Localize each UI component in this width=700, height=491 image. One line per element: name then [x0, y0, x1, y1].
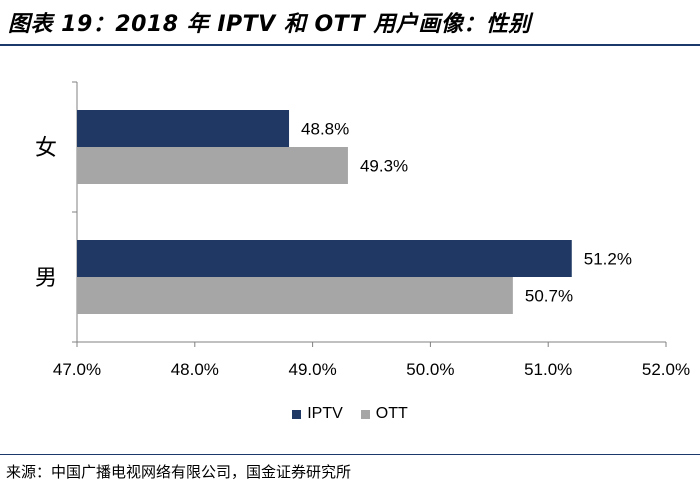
category-label: 男 [35, 266, 57, 291]
legend-item-ott: OTT [360, 405, 408, 423]
data-label: 49.3% [360, 157, 408, 176]
source-divider [0, 454, 700, 455]
title-divider [0, 44, 700, 46]
x-tick-label: 47.0% [53, 360, 101, 379]
category-label: 女 [35, 136, 57, 161]
x-tick-label: 50.0% [406, 360, 454, 379]
bar-iptv [77, 240, 572, 277]
bar-iptv [77, 110, 290, 147]
legend-swatch-ott [360, 409, 370, 419]
x-tick-label: 48.0% [171, 360, 219, 379]
x-tick-label: 51.0% [524, 360, 572, 379]
legend-swatch-iptv [292, 409, 302, 419]
data-label: 51.2% [584, 250, 632, 269]
data-label: 48.8% [301, 120, 349, 139]
x-tick-label: 52.0% [642, 360, 690, 379]
bar-ott [77, 147, 348, 184]
chart-legend: IPTV OTT [0, 405, 700, 423]
bar-chart: 47.0% 48.0% 49.0% 50.0% 51.0% 52.0% 女 48.8% 49.3… [35, 81, 690, 379]
legend-item-iptv: IPTV [292, 405, 343, 423]
figure-title: 图表 19：2018 年 IPTV 和 OTT 用户画像：性别 [8, 12, 531, 37]
legend-label-ott: OTT [375, 405, 408, 422]
data-label: 50.7% [525, 287, 573, 306]
source-note: 来源：中国广播电视网络有限公司，国金证券研究所 [6, 463, 352, 481]
x-tick-label: 49.0% [288, 360, 336, 379]
legend-label-iptv: IPTV [307, 405, 343, 422]
bar-ott [77, 277, 513, 314]
